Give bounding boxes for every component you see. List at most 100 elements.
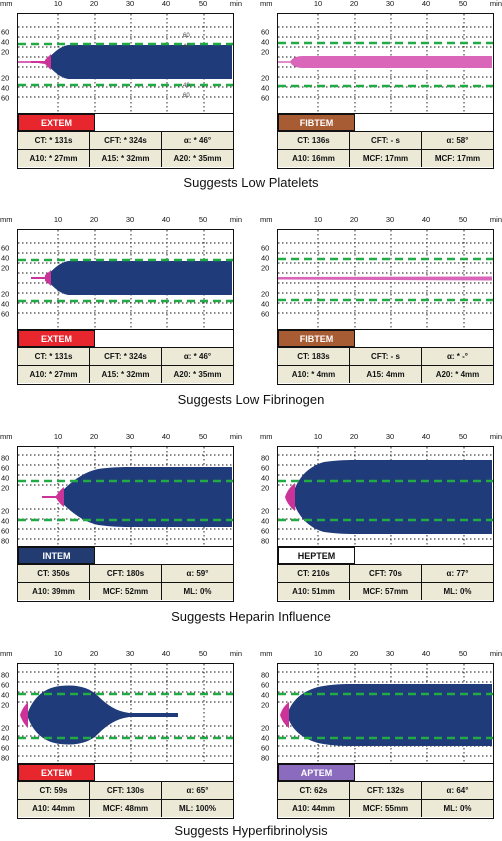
axis-unit-min: min — [489, 0, 502, 8]
x-tick: 10 — [53, 0, 63, 8]
y-tick: 40 — [261, 690, 270, 700]
caption-low-fibrinogen: Suggests Low Fibrinogen — [177, 392, 325, 407]
plot-svg: 60 40 40 60 — [18, 14, 233, 113]
clot-curve — [287, 684, 492, 746]
x-tick: 30 — [385, 432, 395, 441]
table-row: A10: 16mm MCF: 17mm MCF: 17mm — [278, 149, 493, 167]
y-tick: 40 — [261, 299, 270, 309]
axis-unit-min: min — [229, 215, 242, 224]
plot-area — [277, 663, 494, 764]
clot-onset — [20, 702, 28, 728]
panel-intem-heparin: mm min 10 20 30 40 50 80 60 40 20 20 40 … — [0, 432, 242, 602]
table-cell: CFT: 70s — [349, 564, 421, 582]
results-table: EXTEM CT: 59s CFT: 130s α: 65° A10: 44mm… — [17, 764, 234, 819]
axis-unit-mm: mm — [0, 0, 13, 8]
y-tick: 20 — [1, 47, 10, 57]
table-cell: A10: 16mm — [278, 149, 349, 167]
axis-unit-mm: mm — [0, 649, 13, 658]
plot-svg — [278, 664, 493, 763]
table-cell: ML: 100% — [161, 799, 233, 817]
table-cell: CT: 59s — [18, 781, 89, 799]
y-tick: 40 — [261, 516, 270, 526]
axis-unit-min: min — [489, 215, 502, 224]
y-tick: 40 — [1, 733, 10, 743]
x-tick: 30 — [125, 215, 135, 224]
x-tick: 50 — [458, 0, 468, 8]
x-tick: 50 — [198, 649, 208, 658]
table-cell: MCF: 17mm — [349, 149, 421, 167]
x-tick: 10 — [313, 432, 323, 441]
x-tick: 30 — [385, 649, 395, 658]
axis-unit-min: min — [489, 649, 502, 658]
x-tick: 40 — [421, 432, 431, 441]
clot-curve — [56, 467, 232, 527]
axis-unit-min: min — [229, 432, 242, 441]
table-cell: α: 58° — [421, 131, 493, 149]
caption-heparin: Suggests Heparin Influence — [171, 609, 331, 624]
y-tick: 20 — [1, 723, 10, 733]
y-tick: 80 — [1, 670, 10, 680]
axis-unit-mm: mm — [260, 432, 273, 441]
table-cell: A10: 51mm — [278, 582, 349, 600]
table-cell: CT: 136s — [278, 131, 349, 149]
table-cell: A20: * 35mm — [161, 149, 233, 167]
y-tick: 60 — [261, 463, 270, 473]
x-tick: 20 — [349, 0, 359, 8]
x-tick: 10 — [313, 0, 323, 8]
caption-hyperfibrinolysis: Suggests Hyperfibrinolysis — [174, 823, 328, 838]
panel-extem-low-fibrinogen: mm min 10 20 30 40 50 60 40 20 20 40 60 — [0, 215, 242, 385]
x-tick: 10 — [313, 215, 323, 224]
y-tick: 40 — [261, 37, 270, 47]
y-tick: 60 — [1, 243, 10, 253]
y-tick: 60 — [1, 93, 10, 103]
x-tick: 30 — [385, 0, 395, 8]
y-tick: 20 — [1, 263, 10, 273]
x-tick: 50 — [458, 649, 468, 658]
table-cell: MCF: 52mm — [89, 582, 161, 600]
clot-curve — [44, 45, 232, 79]
y-tick: 40 — [1, 690, 10, 700]
y-tick: 80 — [261, 670, 270, 680]
table-cell: CT: 210s — [278, 564, 349, 582]
table-cell: CT: * 131s — [18, 347, 89, 365]
table-row: A10: * 27mm A15: * 32mm A20: * 35mm — [18, 365, 233, 383]
x-tick: 30 — [125, 0, 135, 8]
plot-area — [17, 663, 234, 764]
results-table: EXTEM CT: * 131s CFT: * 324s α: * 46° A1… — [17, 330, 234, 385]
y-tick: 60 — [261, 526, 270, 536]
axis-unit-min: min — [489, 432, 502, 441]
test-label: FIBTEM — [278, 330, 355, 347]
y-tick: 60 — [1, 743, 10, 753]
plot-area: 60 40 40 60 — [17, 13, 234, 114]
x-tick: 40 — [161, 649, 171, 658]
x-tick: 20 — [89, 649, 99, 658]
table-row: A10: 39mm MCF: 52mm ML: 0% — [18, 582, 233, 600]
x-tick: 40 — [161, 215, 171, 224]
y-tick: 20 — [261, 700, 270, 710]
y-tick: 80 — [261, 536, 270, 546]
x-tick: 40 — [161, 432, 171, 441]
y-tick: 20 — [261, 483, 270, 493]
y-tick: 40 — [261, 733, 270, 743]
table-cell: α: * 46° — [161, 347, 233, 365]
plot-area — [17, 446, 234, 547]
axis-unit-min: min — [229, 649, 242, 658]
table-row: A10: 44mm MCF: 48mm ML: 100% — [18, 799, 233, 817]
table-cell: α: * 46° — [161, 131, 233, 149]
y-tick: 40 — [261, 83, 270, 93]
table-cell: CT: * 131s — [18, 131, 89, 149]
plot-svg — [18, 447, 233, 546]
table-row: CT: 183s CFT: - s α: * -° — [278, 347, 493, 365]
x-tick: 30 — [125, 432, 135, 441]
plot-svg — [18, 230, 233, 329]
x-tick: 30 — [385, 215, 395, 224]
table-row: CT: 136s CFT: - s α: 58° — [278, 131, 493, 149]
rotem-graph: mm min 10 20 30 40 50 80 60 40 20 20 40 … — [260, 649, 502, 764]
results-table: HEPTEM CT: 210s CFT: 70s α: 77° A10: 51m… — [277, 547, 494, 602]
x-tick: 10 — [313, 649, 323, 658]
x-tick: 40 — [421, 649, 431, 658]
clot-curve — [292, 460, 492, 534]
panel-fibtem-low-fibrinogen: mm min 10 20 30 40 50 60 40 20 20 40 60 — [260, 215, 502, 385]
x-tick: 20 — [89, 215, 99, 224]
y-tick: 40 — [1, 37, 10, 47]
